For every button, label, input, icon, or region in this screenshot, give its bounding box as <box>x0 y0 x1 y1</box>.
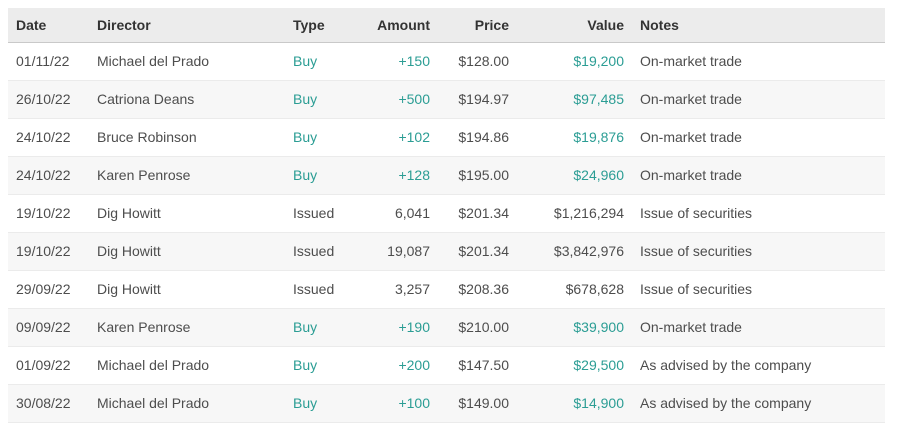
cell-date: 19/10/22 <box>8 232 89 271</box>
cell-price: $194.86 <box>438 118 517 157</box>
cell-director: Michael del Prado <box>89 42 285 81</box>
header-row: Date Director Type Amount Price Value Notes <box>8 8 885 43</box>
column-header-amount: Amount <box>355 8 438 43</box>
cell-type: Issued <box>285 232 355 271</box>
table-row: 24/10/22 Karen Penrose Buy +128 $195.00 $24,9… <box>8 156 885 195</box>
cell-notes: Issue of securities <box>632 270 885 309</box>
table-header: Date Director Type Amount Price Value Notes <box>8 8 885 43</box>
cell-type: Buy <box>285 42 355 81</box>
cell-notes: Issue of securities <box>632 232 885 271</box>
cell-value: $14,900 <box>517 384 632 423</box>
cell-notes: On-market trade <box>632 42 885 81</box>
cell-amount: +150 <box>355 42 438 81</box>
column-header-date: Date <box>8 8 89 43</box>
cell-amount: 6,041 <box>355 194 438 233</box>
cell-date: 24/10/22 <box>8 156 89 195</box>
cell-date: 01/11/22 <box>8 42 89 81</box>
table-row: 30/08/22 Michael del Prado Buy +100 $149.00 $… <box>8 384 885 423</box>
column-header-type: Type <box>285 8 355 43</box>
cell-price: $128.00 <box>438 42 517 81</box>
cell-price: $201.34 <box>438 194 517 233</box>
table-body: 01/11/22 Michael del Prado Buy +150 $128.00 $… <box>8 42 885 423</box>
cell-date: 29/09/22 <box>8 270 89 309</box>
cell-type: Buy <box>285 384 355 423</box>
data-table: Date Director Type Amount Price Value Notes 01… <box>8 8 885 423</box>
cell-date: 24/10/22 <box>8 118 89 157</box>
column-header-value: Value <box>517 8 632 43</box>
cell-notes: On-market trade <box>632 80 885 119</box>
cell-type: Issued <box>285 270 355 309</box>
cell-type: Buy <box>285 118 355 157</box>
cell-notes: On-market trade <box>632 156 885 195</box>
table-row: 26/10/22 Catriona Deans Buy +500 $194.97 $97,… <box>8 80 885 119</box>
cell-date: 09/09/22 <box>8 308 89 347</box>
table-row: 29/09/22 Dig Howitt Issued 3,257 $208.36 $678… <box>8 270 885 309</box>
cell-notes: On-market trade <box>632 118 885 157</box>
cell-type: Buy <box>285 156 355 195</box>
cell-value: $97,485 <box>517 80 632 119</box>
cell-notes: As advised by the company <box>632 384 885 423</box>
table-row: 09/09/22 Karen Penrose Buy +190 $210.00 $39,9… <box>8 308 885 347</box>
director-transactions-table: Date Director Type Amount Price Value Notes 01… <box>8 8 885 423</box>
cell-date: 26/10/22 <box>8 80 89 119</box>
cell-value: $19,876 <box>517 118 632 157</box>
cell-price: $208.36 <box>438 270 517 309</box>
cell-amount: +500 <box>355 80 438 119</box>
cell-date: 01/09/22 <box>8 346 89 385</box>
cell-director: Karen Penrose <box>89 308 285 347</box>
cell-director: Dig Howitt <box>89 270 285 309</box>
table-row: 19/10/22 Dig Howitt Issued 19,087 $201.34 $3,… <box>8 232 885 271</box>
cell-director: Michael del Prado <box>89 346 285 385</box>
cell-amount: 19,087 <box>355 232 438 271</box>
cell-date: 19/10/22 <box>8 194 89 233</box>
table-row: 01/11/22 Michael del Prado Buy +150 $128.00 $… <box>8 42 885 81</box>
cell-notes: Issue of securities <box>632 194 885 233</box>
cell-date: 30/08/22 <box>8 384 89 423</box>
cell-amount: +100 <box>355 384 438 423</box>
table-row: 01/09/22 Michael del Prado Buy +200 $147.50 $… <box>8 346 885 385</box>
cell-value: $1,216,294 <box>517 194 632 233</box>
cell-type: Buy <box>285 308 355 347</box>
cell-value: $29,500 <box>517 346 632 385</box>
cell-value: $24,960 <box>517 156 632 195</box>
cell-price: $149.00 <box>438 384 517 423</box>
cell-amount: +128 <box>355 156 438 195</box>
cell-amount: 3,257 <box>355 270 438 309</box>
cell-price: $201.34 <box>438 232 517 271</box>
table-row: 19/10/22 Dig Howitt Issued 6,041 $201.34 $1,2… <box>8 194 885 233</box>
cell-type: Buy <box>285 346 355 385</box>
cell-value: $19,200 <box>517 42 632 81</box>
cell-amount: +200 <box>355 346 438 385</box>
cell-price: $147.50 <box>438 346 517 385</box>
cell-notes: As advised by the company <box>632 346 885 385</box>
cell-director: Dig Howitt <box>89 232 285 271</box>
cell-price: $195.00 <box>438 156 517 195</box>
cell-director: Catriona Deans <box>89 80 285 119</box>
cell-director: Michael del Prado <box>89 384 285 423</box>
cell-amount: +190 <box>355 308 438 347</box>
cell-director: Bruce Robinson <box>89 118 285 157</box>
cell-price: $194.97 <box>438 80 517 119</box>
cell-type: Buy <box>285 80 355 119</box>
cell-price: $210.00 <box>438 308 517 347</box>
cell-type: Issued <box>285 194 355 233</box>
cell-director: Karen Penrose <box>89 156 285 195</box>
table-row: 24/10/22 Bruce Robinson Buy +102 $194.86 $19,… <box>8 118 885 157</box>
column-header-price: Price <box>438 8 517 43</box>
cell-value: $678,628 <box>517 270 632 309</box>
cell-notes: On-market trade <box>632 308 885 347</box>
column-header-director: Director <box>89 8 285 43</box>
cell-value: $39,900 <box>517 308 632 347</box>
column-header-notes: Notes <box>632 8 885 43</box>
cell-director: Dig Howitt <box>89 194 285 233</box>
cell-value: $3,842,976 <box>517 232 632 271</box>
cell-amount: +102 <box>355 118 438 157</box>
